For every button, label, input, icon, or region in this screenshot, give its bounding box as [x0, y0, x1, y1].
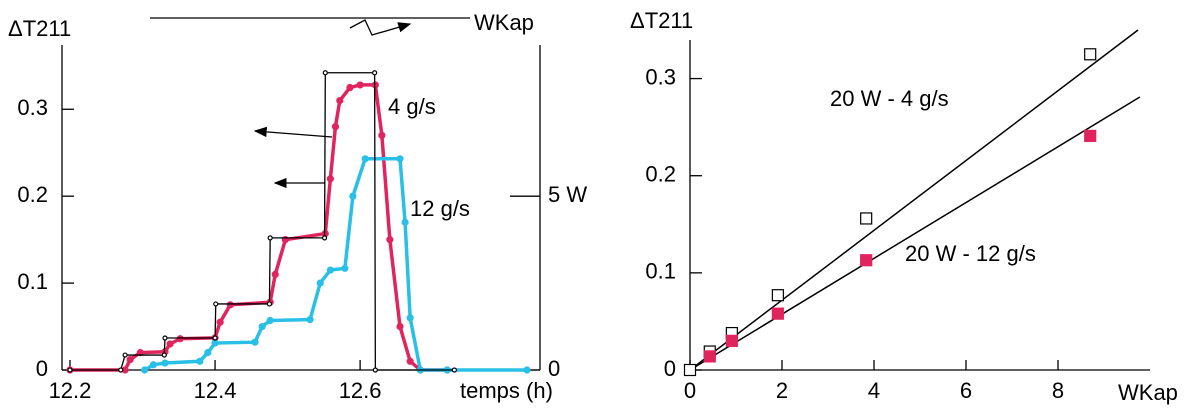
data-point: [336, 96, 344, 105]
x-tick-label: 4: [868, 378, 880, 403]
arrow: [253, 126, 333, 138]
data-point: [371, 81, 379, 89]
y2-tick-label: 0: [548, 356, 560, 381]
data-point: [321, 235, 328, 241]
data-point: [396, 155, 404, 163]
series-line: [69, 83, 448, 372]
data-point: [126, 355, 134, 364]
fit-line: [689, 96, 1141, 371]
y-tick-label: 0.2: [17, 182, 48, 207]
data-point: [406, 357, 414, 365]
y-tick-label: 0.3: [645, 64, 676, 89]
data-point: [141, 366, 149, 374]
data-point: [396, 322, 404, 331]
data-point: [251, 338, 259, 346]
series-line: [69, 72, 455, 371]
data-point: [204, 349, 212, 357]
data-point: [326, 266, 334, 274]
data-point: [161, 359, 169, 367]
data-point: [216, 318, 224, 326]
data-point: [306, 315, 314, 324]
fit-line: [689, 29, 1139, 371]
data-point: [860, 212, 873, 225]
data-point: [149, 361, 157, 369]
data-point: [451, 367, 458, 373]
x-tick-label: 12.6: [339, 378, 382, 403]
arrow: [349, 19, 412, 36]
data-point: [860, 254, 873, 267]
data-point: [349, 192, 357, 200]
right-chart: ΔT211 WKap 0 2 4 6 8 0 0.1 0.2 0.3 20 W - 4 g/s 20 W…: [630, 8, 1178, 405]
data-point: [401, 218, 409, 226]
data-point: [122, 352, 128, 358]
data-point: [67, 367, 73, 373]
data-point: [118, 367, 124, 373]
data-point: [266, 301, 273, 307]
left-chart: ΔT211 temps (h) WKap 12.2 12.4 12.6 0 0.1 0.2 0.3…: [8, 10, 587, 403]
data-point: [196, 357, 204, 365]
data-point: [346, 83, 354, 92]
data-point: [316, 279, 324, 287]
y-axis-label: ΔT211: [630, 8, 693, 33]
x-tick-label: 6: [960, 378, 972, 403]
curve-label: 12 g/s: [410, 196, 470, 221]
data-point: [267, 235, 273, 241]
data-point: [1084, 48, 1097, 61]
data-point: [386, 236, 394, 244]
x-axis-label: WKap: [1118, 380, 1178, 405]
data-point: [683, 363, 697, 377]
data-point: [703, 350, 716, 363]
curve-label: 20 W - 12 g/s: [905, 241, 1036, 266]
y2-tick-label: 5 W: [548, 182, 587, 207]
curve-label: 20 W - 4 g/s: [830, 86, 949, 111]
data-point: [266, 316, 274, 325]
data-point: [372, 367, 378, 373]
curve-label: 4 g/s: [388, 94, 436, 119]
data-point: [161, 352, 167, 358]
data-point: [523, 366, 531, 374]
data-point: [331, 123, 340, 131]
data-point: [771, 307, 784, 320]
x-tick-label: 0: [684, 378, 696, 403]
data-point: [258, 322, 266, 331]
y-axis-label: ΔT211: [8, 16, 71, 41]
data-point: [211, 339, 219, 347]
y-tick-label: 0.2: [645, 162, 676, 187]
y2-axis-label: WKap: [474, 10, 534, 35]
data-point: [162, 335, 168, 341]
data-point: [356, 81, 364, 89]
data-point: [212, 335, 218, 341]
data-point: [725, 334, 738, 347]
y-tick-label: 0.1: [17, 269, 48, 294]
x-tick-label: 2: [776, 378, 788, 403]
data-point: [406, 314, 414, 322]
x-tick-label: 8: [1052, 378, 1064, 403]
x-axis-label: temps (h): [460, 378, 553, 403]
data-point: [166, 340, 174, 348]
y-tick-label: 0: [664, 356, 676, 381]
data-point: [271, 270, 279, 278]
data-point: [361, 155, 369, 163]
data-point: [213, 301, 219, 307]
x-tick-label: 12.4: [194, 378, 237, 403]
data-point: [378, 131, 386, 139]
data-point: [1084, 129, 1097, 142]
data-point: [226, 301, 234, 309]
y-tick-label: 0.3: [17, 95, 48, 120]
data-point: [322, 70, 328, 76]
x-tick-label: 12.2: [49, 378, 92, 403]
data-point: [326, 175, 334, 183]
data-point: [771, 289, 784, 302]
data-point: [176, 335, 184, 343]
y-tick-label: 0.1: [645, 259, 676, 284]
data-point: [372, 70, 378, 76]
data-point: [341, 264, 349, 272]
y-tick-label: 0: [36, 356, 48, 381]
